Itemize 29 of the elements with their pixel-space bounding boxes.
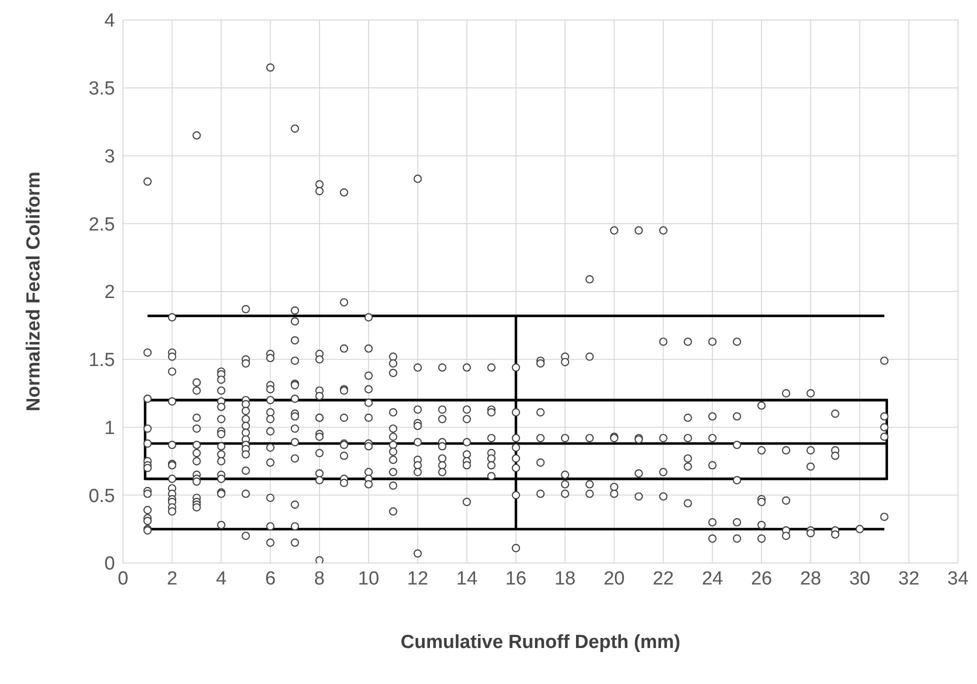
x-tick-label: 34: [947, 568, 969, 590]
x-tick-label: 6: [265, 568, 276, 590]
y-tick-label: 2: [104, 282, 115, 304]
x-tick-label: 0: [118, 568, 128, 590]
x-tick-label: 16: [505, 568, 527, 590]
x-tick-label: 10: [358, 568, 380, 590]
x-tick-label: 22: [652, 568, 674, 590]
x-tick-label: 30: [849, 568, 870, 590]
x-tick-label: 24: [702, 568, 724, 590]
y-tick-label: 4: [104, 10, 116, 32]
y-tick-label: 0: [104, 554, 115, 575]
x-tick-label: 4: [216, 568, 227, 590]
x-tick-label: 20: [604, 568, 625, 590]
x-tick-label: 18: [554, 568, 576, 590]
x-tick-label: 26: [750, 568, 772, 590]
x-tick-label: 8: [314, 568, 325, 590]
x-tick-label: 2: [166, 568, 178, 590]
y-tick-label: 1.5: [88, 350, 115, 372]
x-tick-label: 14: [456, 568, 478, 590]
x-axis-title: Cumulative Runoff Depth (mm): [400, 632, 680, 653]
y-tick-label: 2.5: [88, 214, 115, 236]
y-axis-title: Normalized Fecal Coliform: [24, 172, 45, 412]
x-tick-label: 28: [800, 568, 822, 590]
x-tick-label: 12: [407, 568, 428, 590]
y-tick-label: 3: [104, 146, 115, 168]
y-tick-label: 3.5: [88, 78, 115, 100]
y-tick-label: 0.5: [88, 486, 115, 507]
x-tick-label: 32: [898, 568, 920, 590]
y-tick-label: 1: [104, 418, 115, 439]
